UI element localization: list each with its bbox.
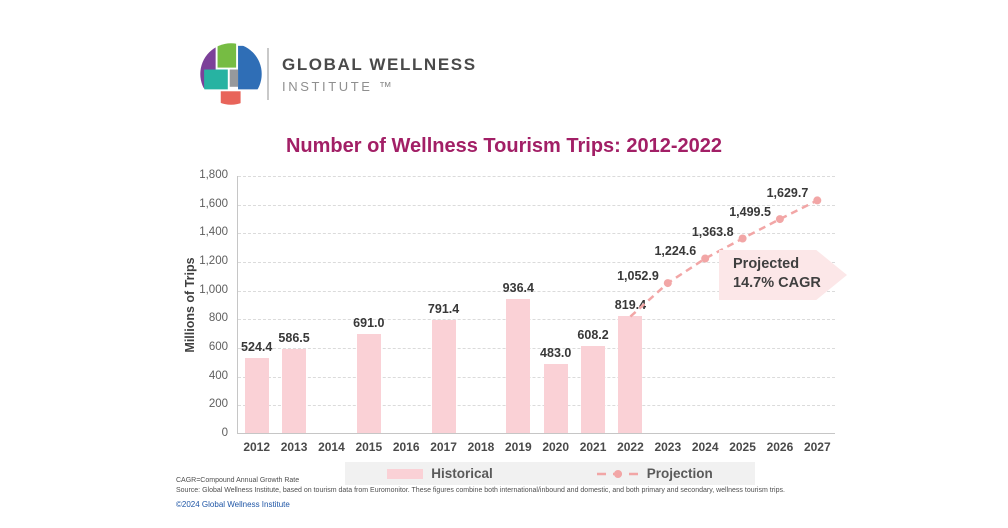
gwi-header: GLOBAL WELLNESS INSTITUTE ™ — [199, 42, 477, 106]
footer: CAGR=Compound Annual Growth Rate Source:… — [176, 477, 988, 512]
x-tick-2020: 2020 — [542, 440, 570, 454]
projection-dot-2025 — [738, 234, 747, 243]
bar-2012 — [244, 357, 269, 433]
x-tick-2021: 2021 — [579, 440, 607, 454]
x-tick-2023: 2023 — [654, 440, 682, 454]
x-tick-2012: 2012 — [243, 440, 271, 454]
footnote-cagr: CAGR=Compound Annual Growth Rate — [176, 477, 300, 484]
projection-value-2027: 1,629.7 — [766, 186, 809, 201]
projection-value-2026: 1,499.5 — [729, 205, 771, 220]
x-tick-2019: 2019 — [504, 440, 532, 454]
projection-dot-2023 — [663, 279, 672, 288]
bar-value-2013: 586.5 — [278, 330, 310, 345]
bar-value-2022: 819.4 — [614, 297, 647, 312]
legend: Historical Projection — [345, 462, 755, 485]
gridline-800 — [238, 319, 835, 321]
x-tick-2025: 2025 — [729, 440, 756, 454]
bar-2021 — [581, 345, 606, 433]
bar-2019 — [506, 298, 531, 433]
y-tick-0: 0 — [221, 427, 228, 439]
x-tick-2016: 2016 — [392, 440, 420, 454]
gwi-logo-icon — [200, 43, 262, 105]
y-tick-1600: 1,600 — [199, 197, 228, 210]
projection-line — [629, 196, 822, 318]
annotation-arrow-shape — [719, 250, 847, 300]
projection-dot-2024 — [701, 254, 710, 263]
copyright-link[interactable]: ©2024 Global Wellness Institute — [176, 500, 290, 509]
bar-value-2021: 608.2 — [577, 327, 609, 342]
gridline-1400 — [238, 233, 835, 235]
gridline-1200 — [238, 262, 835, 263]
x-tick-2022: 2022 — [617, 440, 644, 454]
legend-historical-label: Historical — [431, 466, 493, 481]
y-axis-title: Millions of Trips — [183, 257, 197, 353]
gridline-400 — [238, 376, 835, 378]
projection-dot-2027 — [813, 196, 822, 205]
projection-value-2025: 1,363.8 — [691, 224, 734, 239]
gridline-1000 — [238, 290, 835, 292]
bar-2015 — [356, 333, 381, 433]
gridline-600 — [238, 348, 835, 349]
x-tick-2015: 2015 — [355, 440, 383, 454]
gridline-1800 — [238, 176, 835, 177]
projection-dashline-icon — [596, 469, 639, 478]
cagr-annotation: Projected 14.7% CAGR — [719, 250, 847, 300]
projection-value-2023: 1,052.9 — [617, 269, 659, 284]
x-tick-2014: 2014 — [318, 440, 345, 454]
x-tick-2013: 2013 — [280, 440, 308, 454]
x-tick-2017: 2017 — [430, 440, 457, 454]
gridline-1600 — [238, 204, 835, 206]
chart-title: Number of Wellness Tourism Trips: 2012-2… — [285, 135, 723, 157]
historical-swatch-icon — [387, 468, 424, 479]
x-tick-2027: 2027 — [803, 440, 831, 454]
brand-subtitle: INSTITUTE ™ — [282, 78, 395, 94]
logo-divider — [267, 48, 269, 100]
x-tick-2024: 2024 — [691, 440, 719, 454]
y-tick-200: 200 — [208, 398, 228, 411]
y-tick-1400: 1,400 — [199, 226, 228, 239]
y-tick-1200: 1,200 — [199, 255, 228, 267]
gridline-200 — [238, 405, 835, 407]
bar-2013 — [282, 348, 307, 433]
projection-dot-2026 — [775, 215, 784, 224]
bar-value-2017: 791.4 — [427, 301, 460, 316]
y-tick-1000: 1,000 — [199, 283, 228, 296]
plot-area: 0 200 400 600 800 1,000 1,200 1,400 1,600 1,800 20… — [199, 169, 835, 454]
legend-projection-label: Projection — [646, 466, 713, 481]
x-tick-2026: 2026 — [766, 440, 794, 454]
annotation-text: Projected 14.7% CAGR — [733, 255, 821, 293]
bar-2017 — [431, 319, 456, 433]
annotation-line2: 14.7% CAGR — [733, 275, 821, 291]
y-tick-1800: 1,800 — [199, 169, 228, 181]
annotation-line1: Projected — [733, 256, 800, 272]
legend-item-projection: Projection — [596, 466, 713, 481]
y-tick-600: 600 — [208, 341, 228, 353]
x-tick-2018: 2018 — [467, 440, 495, 454]
bar-value-2012: 524.4 — [241, 339, 273, 354]
brand-name: GLOBAL WELLNESS — [282, 54, 477, 74]
bar-value-2019: 936.4 — [502, 280, 534, 295]
brand-text: GLOBAL WELLNESS INSTITUTE ™ — [282, 55, 477, 94]
bar-value-2015: 691.0 — [353, 315, 385, 330]
y-tick-800: 800 — [208, 312, 228, 325]
bar-value-2020: 483.0 — [540, 345, 572, 360]
projection-value-2024: 1,224.6 — [654, 244, 697, 259]
bar-2020 — [543, 363, 568, 433]
legend-item-historical: Historical — [387, 466, 493, 481]
footnote-source: Source: Global Wellness Institute, based… — [176, 487, 785, 494]
bar-2022 — [618, 315, 643, 433]
y-tick-400: 400 — [208, 369, 228, 382]
